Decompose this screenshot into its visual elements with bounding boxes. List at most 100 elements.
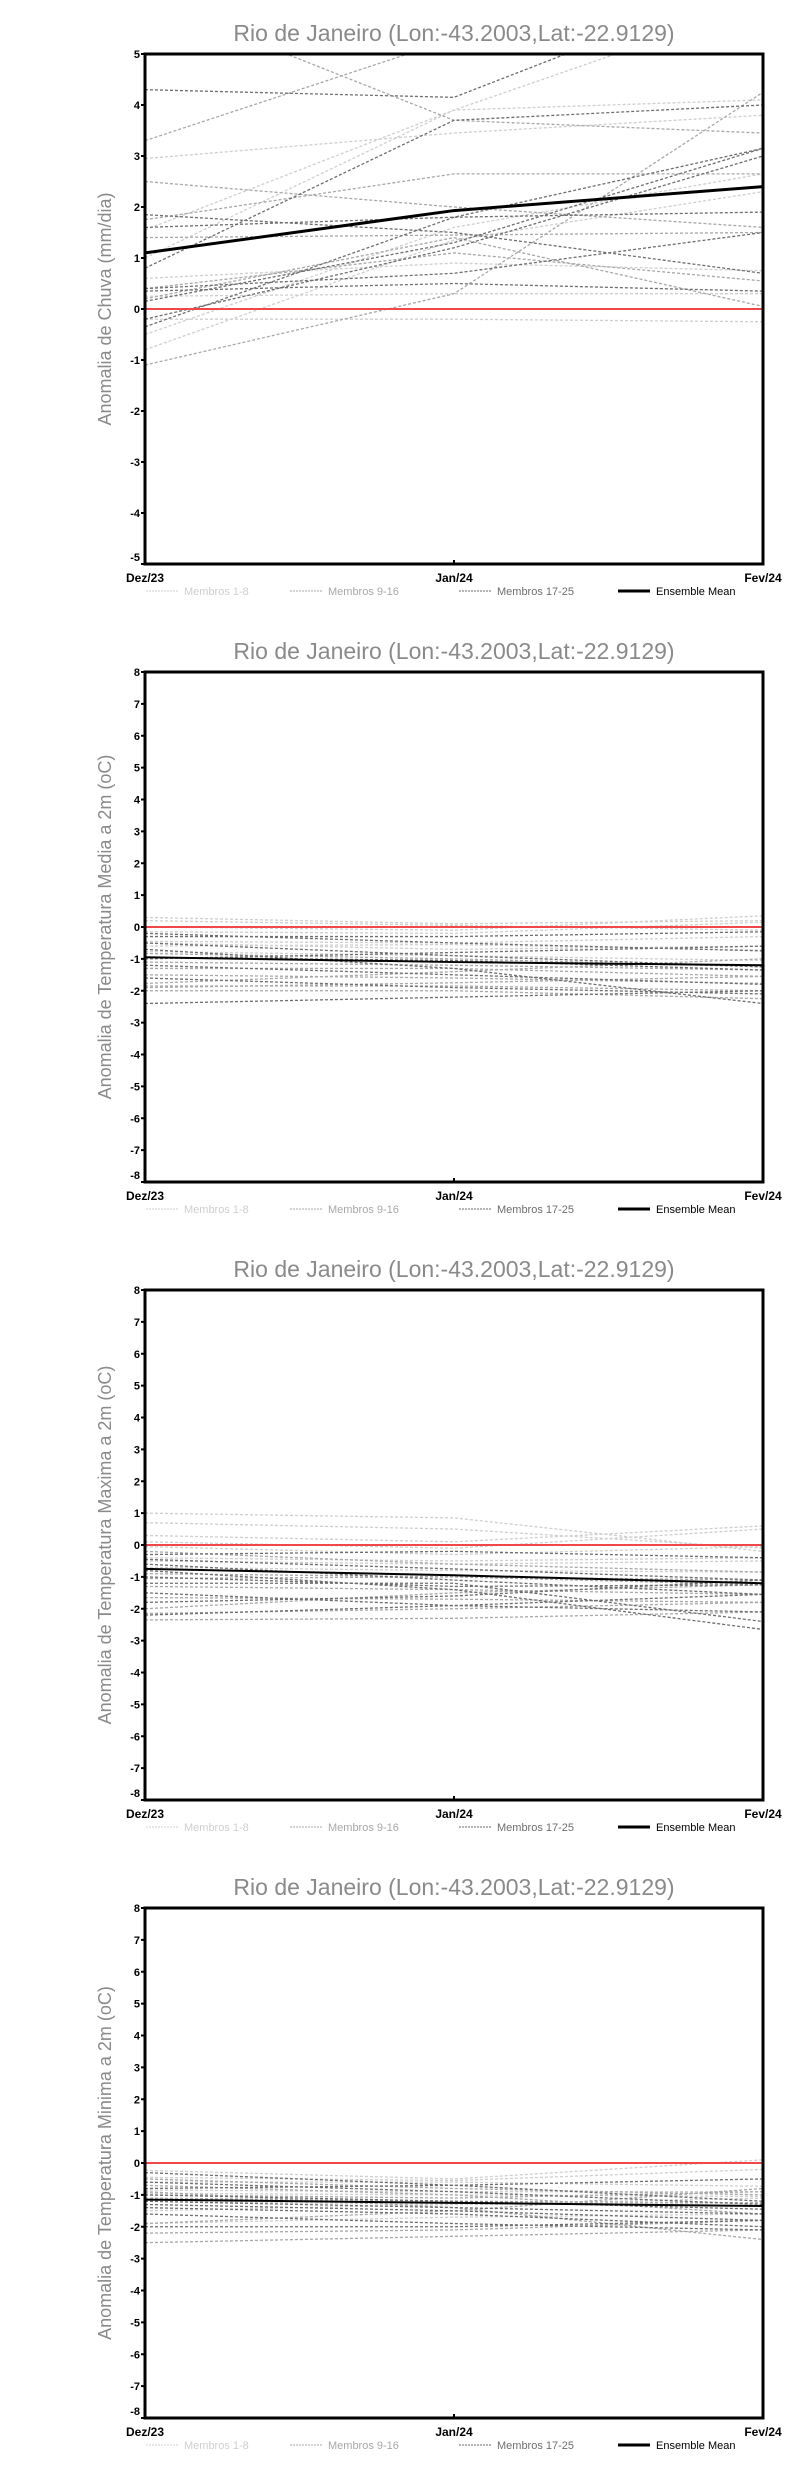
x-tick-label: Jan/24 bbox=[435, 1189, 473, 1203]
member-line-8 bbox=[145, 318, 763, 323]
member-line-4 bbox=[145, 2189, 763, 2193]
y-tick-label: 6 bbox=[134, 1967, 140, 1979]
member-line-19 bbox=[145, 211, 763, 229]
y-tick-label: -4 bbox=[130, 1668, 141, 1680]
member-lines bbox=[145, 915, 763, 1005]
legend-label-ensemble-mean: Ensemble Mean bbox=[656, 2440, 736, 2452]
member-line-17 bbox=[145, 990, 763, 1005]
y-tick-label: 1 bbox=[134, 253, 140, 265]
member-line-17 bbox=[145, 1569, 763, 1631]
member-line-20 bbox=[145, 2200, 763, 2215]
x-tick-label: Fev/24 bbox=[744, 1189, 782, 1203]
x-tick-label: Fev/24 bbox=[744, 571, 782, 585]
member-line-23 bbox=[145, 2194, 763, 2210]
member-line-22 bbox=[145, 942, 763, 968]
member-line-14 bbox=[145, 1601, 763, 1615]
y-tick-label: -7 bbox=[130, 1763, 140, 1775]
x-tick-label: Jan/24 bbox=[435, 2425, 473, 2439]
member-line-1 bbox=[145, 1512, 763, 1553]
y-tick-label: -6 bbox=[130, 2349, 140, 2361]
member-line-5 bbox=[145, 293, 763, 297]
y-tick-label: 2 bbox=[134, 1476, 140, 1488]
y-axis-label: Anomalia de Temperatura Maxima a 2m (oC) bbox=[95, 1366, 115, 1725]
y-tick-label: 8 bbox=[134, 1285, 140, 1297]
member-line-5 bbox=[145, 1545, 763, 1556]
member-line-24 bbox=[145, 1593, 763, 1616]
member-line-8 bbox=[145, 2213, 763, 2225]
y-tick-label: -5 bbox=[130, 2317, 140, 2329]
member-line-14 bbox=[145, 236, 763, 308]
y-tick-label: 3 bbox=[134, 151, 140, 163]
y-tick-label: 6 bbox=[134, 1349, 140, 1361]
chart-title: Rio de Janeiro (Lon:-43.2003,Lat:-22.912… bbox=[233, 638, 674, 664]
member-line-2 bbox=[145, 1522, 763, 1549]
y-tick-label: -7 bbox=[130, 1145, 140, 1157]
member-line-9 bbox=[145, 1573, 763, 1581]
y-tick-label: -8 bbox=[130, 1788, 140, 1800]
member-line-21 bbox=[145, 231, 763, 290]
member-line-23 bbox=[145, 964, 763, 986]
legend-label-members-17-25: Membros 17-25 bbox=[497, 2440, 574, 2452]
legend-label-members-1-8: Membros 1-8 bbox=[184, 1204, 249, 1216]
member-line-20 bbox=[145, 104, 763, 269]
legend-label-members-17-25: Membros 17-25 bbox=[497, 586, 574, 598]
legend: Membros 1-8 Membros 9-16 Membros 17-25 Ense… bbox=[146, 1204, 736, 1216]
y-tick-label: -3 bbox=[130, 2254, 140, 2266]
member-line-16 bbox=[145, 2178, 763, 2196]
member-line-11 bbox=[145, 2184, 763, 2215]
member-line-9 bbox=[145, 2219, 763, 2234]
member-lines bbox=[145, 1512, 763, 1631]
y-tick-label: 3 bbox=[134, 2062, 140, 2074]
member-line-11 bbox=[145, 967, 763, 978]
y-tick-label: -4 bbox=[130, 1050, 141, 1062]
member-line-2 bbox=[145, 2168, 763, 2182]
y-tick-label: -2 bbox=[130, 986, 140, 998]
member-line-10 bbox=[145, 2229, 763, 2244]
member-line-6 bbox=[145, 1557, 763, 1562]
y-tick-label: -3 bbox=[130, 457, 140, 469]
legend: Membros 1-8 Membros 9-16 Membros 17-25 Ense… bbox=[146, 2440, 736, 2452]
y-tick-label: -3 bbox=[130, 1018, 140, 1030]
x-tick-label: Jan/24 bbox=[435, 571, 473, 585]
member-line-11 bbox=[145, 1585, 763, 1596]
y-tick-label: 0 bbox=[134, 2158, 140, 2170]
x-tick-label: Dez/23 bbox=[126, 1807, 164, 1821]
member-line-14 bbox=[145, 985, 763, 992]
member-line-18 bbox=[145, 2213, 763, 2231]
legend-label-members-9-16: Membros 9-16 bbox=[328, 586, 399, 598]
y-tick-label: 1 bbox=[134, 890, 140, 902]
y-tick-label: 0 bbox=[134, 304, 140, 316]
member-line-18 bbox=[145, 214, 763, 274]
chart-panel-1: Rio de Janeiro (Lon:-43.2003,Lat:-22.912… bbox=[95, 20, 782, 598]
legend-label-members-1-8: Membros 1-8 bbox=[184, 1822, 249, 1834]
legend: Membros 1-8 Membros 9-16 Membros 17-25 Ense… bbox=[146, 586, 736, 598]
y-tick-label: -1 bbox=[130, 1572, 140, 1584]
legend-label-ensemble-mean: Ensemble Mean bbox=[656, 1822, 736, 1834]
y-tick-label: -1 bbox=[130, 355, 140, 367]
member-line-1 bbox=[145, 916, 763, 925]
member-line-25 bbox=[145, 147, 763, 328]
member-line-3 bbox=[145, 1525, 763, 1543]
member-line-25 bbox=[145, 977, 763, 995]
member-line-6 bbox=[145, 942, 763, 950]
member-line-3 bbox=[145, 915, 763, 931]
legend-label-ensemble-mean: Ensemble Mean bbox=[656, 1204, 736, 1216]
y-tick-label: -2 bbox=[130, 2222, 140, 2234]
chart-title: Rio de Janeiro (Lon:-43.2003,Lat:-22.912… bbox=[233, 1256, 674, 1282]
member-line-16 bbox=[145, 990, 763, 1000]
member-line-3 bbox=[145, 54, 618, 259]
member-line-10 bbox=[145, 180, 763, 229]
member-line-5 bbox=[145, 935, 763, 944]
legend-label-members-17-25: Membros 17-25 bbox=[497, 1204, 574, 1216]
y-tick-label: 7 bbox=[134, 1317, 140, 1329]
x-tick-label: Dez/23 bbox=[126, 2425, 164, 2439]
legend-label-ensemble-mean: Ensemble Mean bbox=[656, 586, 736, 598]
y-tick-label: -1 bbox=[130, 954, 140, 966]
chart-panel-2: Rio de Janeiro (Lon:-43.2003,Lat:-22.912… bbox=[95, 638, 782, 1216]
y-tick-label: 8 bbox=[134, 667, 140, 679]
y-tick-label: 3 bbox=[134, 826, 140, 838]
member-line-13 bbox=[145, 91, 763, 366]
member-line-17 bbox=[145, 54, 568, 99]
legend: Membros 1-8 Membros 9-16 Membros 17-25 Ense… bbox=[146, 1822, 736, 1834]
y-tick-label: 8 bbox=[134, 1903, 140, 1915]
